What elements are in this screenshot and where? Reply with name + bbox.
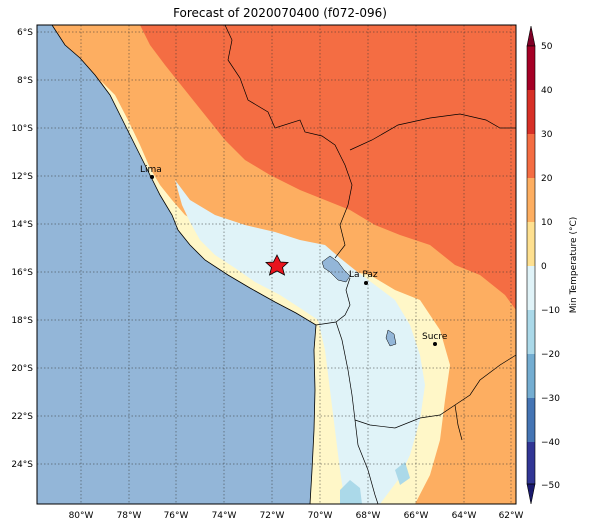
map-frame [36, 24, 517, 505]
colorbar-segment [527, 222, 535, 266]
colorbar-tick: −30 [541, 394, 560, 404]
lat-label: 8°S [17, 76, 33, 86]
colorbar-segment [527, 266, 535, 310]
lon-label: 80°W [69, 511, 94, 521]
colorbar-tick: −20 [541, 350, 560, 360]
lat-label: 6°S [17, 28, 33, 38]
lon-label: 74°W [212, 511, 237, 521]
city-marker [433, 342, 437, 346]
coastline [51, 25, 317, 504]
colorbar-segment [527, 178, 535, 222]
colorbar-tick: 20 [541, 174, 553, 184]
city-lima: Lima [140, 165, 162, 179]
lon-label: 66°W [404, 511, 429, 521]
city-marker [364, 281, 368, 285]
graticule [37, 25, 516, 504]
lat-axis-labels: 6°S 8°S 10°S 12°S 14°S 16°S 18°S 20°S 22… [11, 28, 33, 470]
city-label-la-paz: La Paz [349, 270, 378, 280]
country-borders [224, 25, 516, 504]
forecast-point-star [265, 254, 289, 276]
colorbar-tick: 40 [541, 86, 553, 96]
land-temp-neg10-neg20 [340, 480, 362, 504]
colorbar-segment [527, 310, 535, 354]
land-temp-20-30 [140, 25, 516, 310]
colorbar-segment [527, 398, 535, 442]
colorbar-tick: −40 [541, 438, 560, 448]
map-plot-area: Lima La Paz Sucre [37, 25, 516, 504]
colorbar-segment [527, 442, 535, 484]
colorbar-segment [527, 90, 535, 134]
lon-label: 68°W [356, 511, 381, 521]
colorbar-segment [527, 134, 535, 178]
lon-axis-labels: 80°W 78°W 76°W 74°W 72°W 70°W 68°W 66°W … [69, 511, 524, 521]
map-title: Forecast of 2020070400 (f072-096) [173, 6, 387, 20]
colorbar-tick: −10 [541, 306, 560, 316]
lon-label: 78°W [117, 511, 142, 521]
lon-label: 76°W [164, 511, 189, 521]
land-temp-0-neg10 [175, 180, 425, 504]
colorbar-segment [527, 46, 535, 90]
land-temp-10-20-b [440, 330, 516, 504]
colorbar-segment [527, 354, 535, 398]
colorbar-label: Min Temperature (°C) [569, 217, 579, 314]
colorbar-tick: −50 [541, 481, 560, 491]
colorbar-tick: 30 [541, 130, 553, 140]
lat-label: 18°S [11, 316, 33, 326]
city-label-sucre: Sucre [422, 332, 448, 342]
colorbar-tick: 10 [541, 218, 553, 228]
city-label-lima: Lima [140, 165, 162, 175]
lat-label: 12°S [11, 172, 33, 182]
lat-label: 20°S [11, 364, 33, 374]
city-la-paz: La Paz [349, 270, 378, 285]
city-marker [150, 175, 154, 179]
lat-label: 14°S [11, 220, 33, 230]
colorbar-top-arrow [526, 25, 536, 47]
lon-label: 62°W [499, 511, 524, 521]
colorbar-tick: 0 [541, 262, 547, 272]
lake-titicaca [321, 255, 351, 283]
land-temp-neg10-neg20-b [395, 462, 410, 485]
lake-poopo [385, 329, 397, 347]
colorbar-tick: 50 [541, 42, 553, 52]
colorbar-bottom-arrow [526, 483, 536, 505]
lon-label: 72°W [260, 511, 285, 521]
lat-label: 10°S [11, 124, 33, 134]
lon-label: 70°W [308, 511, 333, 521]
city-sucre: Sucre [422, 332, 448, 346]
colorbar-frame [526, 45, 536, 485]
lat-label: 24°S [11, 460, 33, 470]
lat-label: 16°S [11, 268, 33, 278]
lat-label: 22°S [11, 412, 33, 422]
lon-label: 64°W [452, 511, 477, 521]
colorbar: 50 40 30 20 10 0 −10 −20 −30 −40 −50 Min… [526, 25, 579, 505]
